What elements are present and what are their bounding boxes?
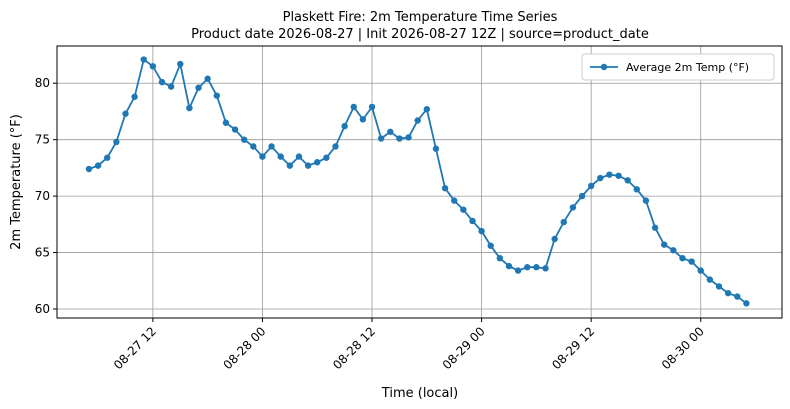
data-point [743,300,750,307]
chart-title: Plaskett Fire: 2m Temperature Time Serie… [283,10,558,25]
data-point [213,92,220,99]
data-point [441,185,449,192]
data-point [688,258,695,265]
legend-marker [600,63,608,71]
legend-label: Average 2m Temp (°F) [626,61,749,74]
data-point [642,197,650,204]
data-point [606,171,613,178]
y-tick-label: 75 [35,133,50,147]
x-tick-label: 08-29 12 [549,324,597,372]
y-tick-label: 65 [35,246,50,260]
data-point [350,103,357,111]
legend: Average 2m Temp (°F) [581,53,775,81]
data-point [268,143,275,150]
data-point [450,197,458,204]
data-point [405,134,412,141]
data-point [542,265,549,272]
data-point [149,63,157,70]
data-point [368,103,376,111]
data-point [186,104,193,112]
data-point [597,174,604,182]
data-point [377,135,385,142]
data-point [341,122,348,130]
data-point [85,165,93,173]
data-point [140,56,147,63]
data-point [104,154,111,161]
y-axis-label: 2m Temperature (°F) [9,114,24,250]
data-point [222,119,230,126]
y-tick-label: 80 [35,76,50,90]
data-point [661,241,668,248]
data-point [679,254,686,262]
data-point [250,143,257,150]
data-point [231,126,239,133]
data-point [332,143,339,150]
data-point [651,224,659,231]
data-point [615,172,622,179]
data-point [94,162,102,169]
data-point [277,153,284,160]
x-tick-label: 08-30 00 [659,324,707,372]
data-point [414,117,421,124]
data-point [724,289,732,297]
data-point [551,235,558,243]
data-point [587,182,595,190]
data-point [715,283,723,290]
data-point [633,186,641,193]
data-point [569,204,577,211]
data-point [533,264,540,271]
data-point [734,293,741,300]
data-point [113,138,120,146]
data-point [460,206,467,213]
data-point [478,227,485,235]
x-tick-label: 08-28 00 [221,324,269,372]
data-point [578,192,586,200]
data-point [240,136,248,143]
x-tick-label: 08-29 00 [440,324,488,372]
data-point [323,154,330,161]
y-tick-label: 60 [35,302,50,316]
series-line [88,58,747,305]
y-tick-label: 70 [35,189,50,203]
data-point [487,242,494,249]
data-point [469,217,476,225]
data-point [396,135,403,142]
data-point [259,153,266,160]
data-point [359,116,367,123]
data-point [177,60,184,68]
x-tick-label: 08-27 12 [111,324,159,372]
data-point [158,78,166,86]
data-point [204,75,211,82]
data-point [286,162,294,169]
data-point [496,254,504,262]
data-point [304,162,312,169]
x-tick-label: 08-28 12 [330,324,378,372]
data-point [387,128,394,135]
data-point [122,110,129,117]
data-point [560,218,567,226]
x-axis-label: Time (local) [381,386,458,401]
data-point [524,264,531,271]
data-point [624,177,631,184]
legend-box [581,53,775,81]
data-point [697,267,704,274]
data-point [432,145,440,152]
data-point [514,267,522,274]
data-point [505,262,513,270]
data-point [195,84,202,91]
data-point [670,247,677,254]
data-point [131,93,138,100]
data-point [314,159,321,166]
chart-subtitle: Product date 2026-08-27 | Init 2026-08-2… [191,27,649,42]
data-point [167,83,175,90]
plot-frame [56,45,783,319]
data-point [423,106,431,113]
data-point [706,276,714,283]
data-point [295,153,303,160]
